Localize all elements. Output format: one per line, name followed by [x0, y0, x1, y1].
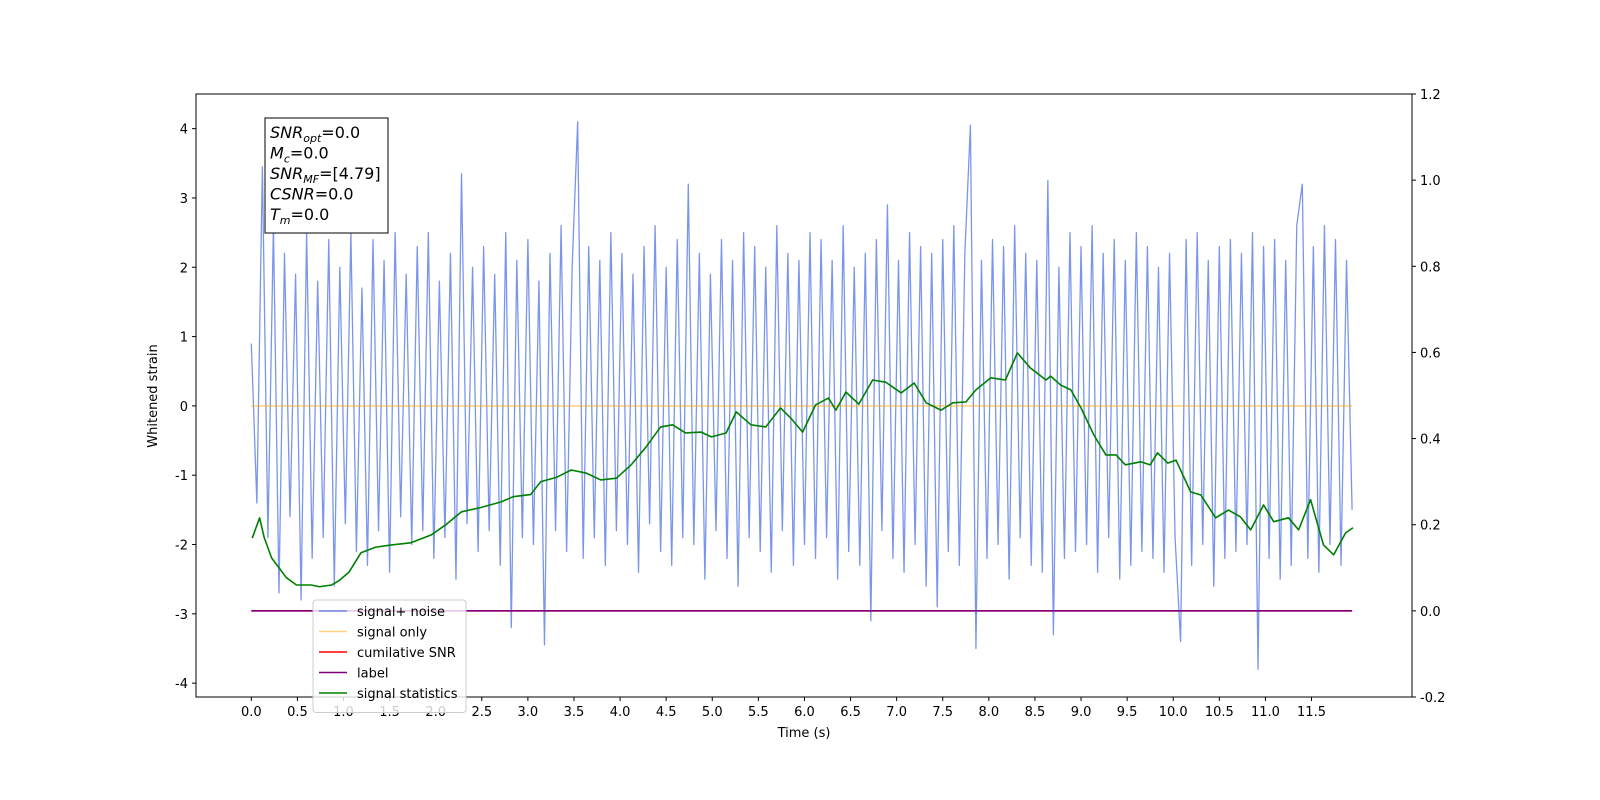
- annotation-symbol: M: [270, 144, 284, 163]
- annotation-symbol: CSNR: [270, 185, 315, 204]
- y2-tick-label: 1.2: [1420, 88, 1441, 103]
- y-tick-label: -3: [175, 608, 188, 623]
- x-tick-label: 8.0: [978, 705, 999, 720]
- x-tick-label: 11.0: [1251, 705, 1280, 720]
- x-tick-label: 3.0: [518, 705, 539, 720]
- y2-tick-label: 1.0: [1420, 174, 1441, 189]
- x-tick-label: 4.0: [610, 705, 631, 720]
- x-tick-label: 3.5: [564, 705, 585, 720]
- y-tick-label: -1: [175, 469, 188, 484]
- annotation-line: SNRMF=[4.79]: [270, 164, 381, 186]
- legend-label: signal statistics: [357, 687, 458, 702]
- y-tick-label: -2: [175, 539, 188, 554]
- annotation-line: Mc=0.0: [270, 144, 329, 166]
- annotation-subscript: opt: [303, 132, 322, 145]
- x-tick-label: 0.5: [287, 705, 308, 720]
- x-tick-label: 5.0: [702, 705, 723, 720]
- y2-tick-label: 0.8: [1420, 260, 1441, 275]
- y-tick-label: 4: [180, 123, 188, 138]
- legend-label: signal+ noise: [357, 605, 445, 620]
- legend-box: [312, 599, 467, 713]
- x-tick-label: 4.5: [656, 705, 677, 720]
- y-tick-label: 0: [180, 400, 188, 415]
- y2-tick-label: 0.0: [1420, 605, 1441, 620]
- annotation-symbol: T: [270, 205, 281, 224]
- y2-tick-label: -0.2: [1420, 691, 1445, 706]
- series-line: [251, 352, 1354, 588]
- annotation-subscript: MF: [303, 173, 319, 186]
- x-tick-label: 5.5: [748, 705, 769, 720]
- legend-label: label: [357, 667, 388, 682]
- annotation-box: [264, 117, 389, 234]
- annotation-subscript: c: [284, 153, 290, 166]
- annotation-line: Tm=0.0: [270, 205, 329, 227]
- annotation-line: CSNR=0.0: [270, 185, 354, 204]
- y2-tick-label: 0.6: [1420, 346, 1441, 361]
- x-tick-label: 2.5: [471, 705, 492, 720]
- y2-tick-label: 0.2: [1420, 519, 1441, 534]
- x-tick-label: 6.0: [794, 705, 815, 720]
- annotation-value: =[4.79]: [319, 164, 381, 183]
- annotation-value: =0.0: [315, 185, 354, 204]
- series-line: [250, 121, 1353, 670]
- x-tick-label: 10.5: [1205, 705, 1234, 720]
- x-tick-label: 8.5: [1025, 705, 1046, 720]
- y-tick-label: -4: [175, 677, 188, 692]
- y-tick-label: 1: [180, 331, 188, 346]
- y2-tick-label: 0.4: [1420, 433, 1441, 448]
- legend-label: signal only: [357, 626, 427, 641]
- annotation-subscript: m: [280, 214, 291, 227]
- x-tick-label: 9.0: [1071, 705, 1092, 720]
- x-axis-label: Time (s): [777, 726, 831, 741]
- annotation-line: SNRopt=0.0: [270, 123, 360, 145]
- x-tick-label: 9.5: [1117, 705, 1138, 720]
- annotation-symbol: SNR: [270, 123, 303, 142]
- y-tick-label: 3: [180, 192, 188, 207]
- legend-label: cumilative SNR: [357, 646, 456, 661]
- annotation-value: =0.0: [290, 144, 329, 163]
- annotation-value: =0.0: [291, 205, 330, 224]
- y-tick-label: 2: [180, 261, 188, 276]
- annotation-symbol: SNR: [270, 164, 303, 183]
- x-tick-label: 7.0: [886, 705, 907, 720]
- y-axis-label: Whitened strain: [146, 344, 161, 447]
- x-tick-label: 11.5: [1297, 705, 1326, 720]
- annotation-value: =0.0: [321, 123, 360, 142]
- x-tick-label: 0.0: [241, 705, 262, 720]
- x-tick-label: 10.0: [1159, 705, 1188, 720]
- x-tick-label: 6.5: [840, 705, 861, 720]
- x-tick-label: 7.5: [932, 705, 953, 720]
